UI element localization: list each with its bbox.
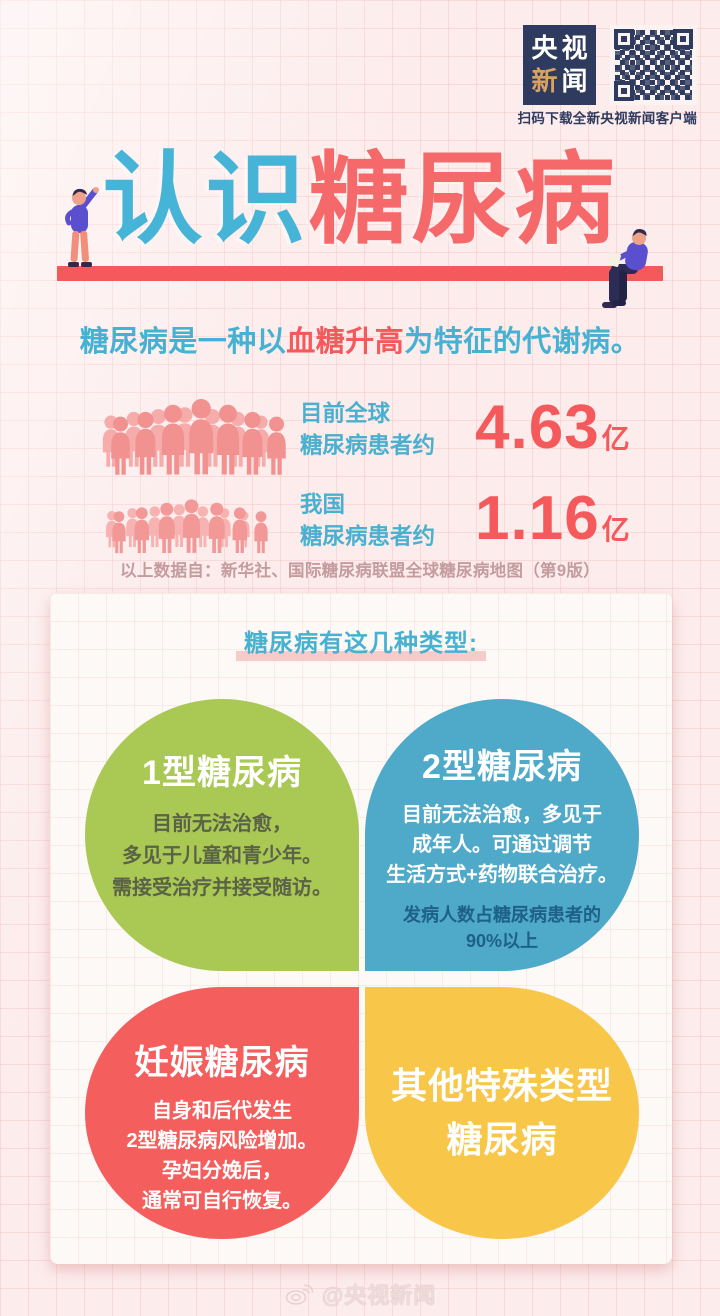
type2-title: 2型糖尿病 <box>422 748 582 786</box>
qr-finder-icon <box>673 29 693 49</box>
type1-diabetes-circle: 1型糖尿病 目前无法治愈， 多见于儿童和青少年。 需接受治疗并接受随访。 <box>85 699 359 971</box>
stat-value-china: 1.16亿 <box>475 484 630 553</box>
person-sitting-illustration <box>602 228 648 308</box>
types-card: 糖尿病有这几种类型: 1型糖尿病 目前无法治愈， 多见于儿童和青少年。 需接受治… <box>50 593 672 1264</box>
weibo-icon <box>285 1284 314 1305</box>
type2-note: 发病人数占糖尿病患者的 90%以上 <box>403 904 601 951</box>
stat-value-global: 4.63亿 <box>475 393 630 462</box>
title-underline-bar <box>57 266 663 281</box>
stat-label-global: 目前全球 糖尿病患者约 <box>300 401 436 458</box>
types-card-heading: 糖尿病有这几种类型: <box>50 623 672 661</box>
type2-diabetes-circle: 2型糖尿病 目前无法治愈，多见于 成年人。可通过调节 生活方式+药物联合治疗。 … <box>365 699 639 971</box>
crowd-icon <box>102 399 286 475</box>
qr-finder-icon <box>614 29 634 49</box>
cctv-news-logo: 央视 新闻 <box>523 25 596 105</box>
qr-code-icon <box>610 25 697 105</box>
person-standing-illustration <box>65 187 99 267</box>
logo-text-top: 央视 <box>531 32 592 63</box>
qr-finder-icon <box>614 81 634 101</box>
page-title: 认识糖尿病 <box>102 144 618 256</box>
logo-text-bottom: 新闻 <box>531 66 592 96</box>
type1-title: 1型糖尿病 <box>142 754 302 792</box>
data-source-note: 以上数据自：新华社、国际糖尿病联盟全球糖尿病地图（第9版） <box>120 562 600 580</box>
other-types-title: 其他特殊类型 糖尿病 <box>390 1065 613 1160</box>
gestational-title: 妊娠糖尿病 <box>134 1044 310 1082</box>
qr-caption: 扫码下载全新央视新闻客户端 <box>517 111 697 126</box>
crowd-icon <box>106 499 268 554</box>
other-types-circle: 其他特殊类型 糖尿病 <box>365 987 639 1239</box>
weibo-watermark: @央视新闻 <box>0 1278 720 1310</box>
gestational-diabetes-circle: 妊娠糖尿病 自身和后代发生 2型糖尿病风险增加。 孕妇分娩后， 通常可自行恢复。 <box>85 987 359 1239</box>
stat-label-china: 我国 糖尿病患者约 <box>300 492 436 549</box>
subtitle: 糖尿病是一种以血糖升高为特征的代谢病。 <box>79 326 641 358</box>
